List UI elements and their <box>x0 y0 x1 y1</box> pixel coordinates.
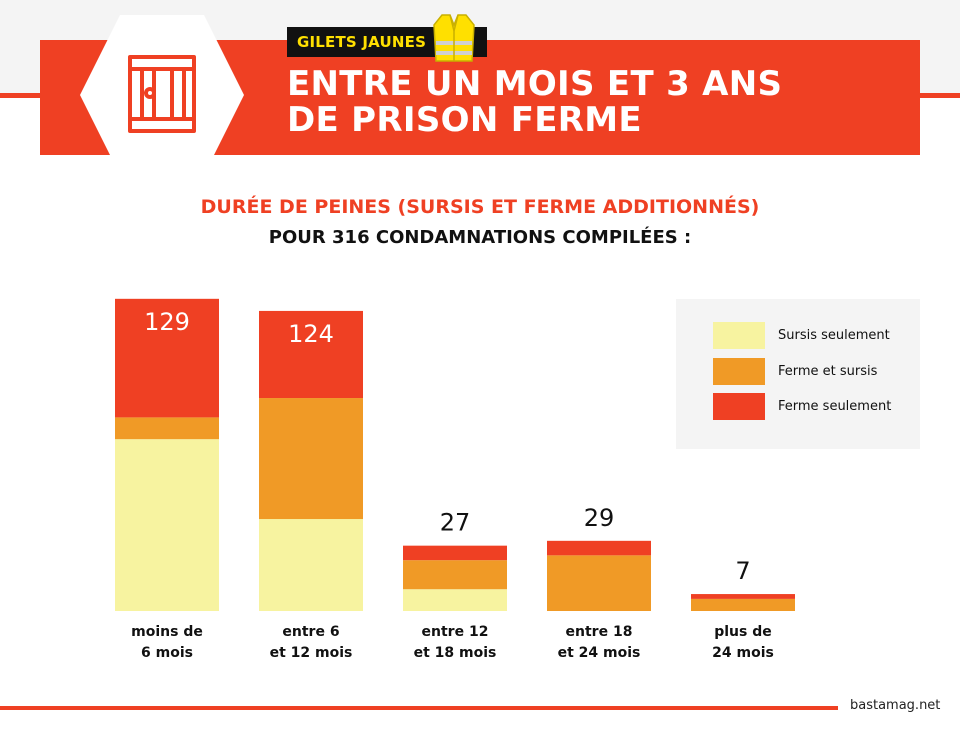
legend-item-ferme: Ferme seulement <box>713 393 891 420</box>
legend-item-sursis: Sursis seulement <box>713 322 890 349</box>
bar-segment-ferme <box>691 594 795 599</box>
source-credit[interactable]: bastamag.net <box>850 698 941 713</box>
yellow-vest-icon <box>433 14 475 62</box>
title-line-2: DE PRISON FERME <box>287 100 642 140</box>
category-label: entre 6 <box>282 624 339 640</box>
category-label: entre 18 <box>566 624 633 640</box>
bar-segment-sursis <box>115 439 219 611</box>
bar-segment-sursis <box>259 519 363 611</box>
legend-swatch-ferme-sursis <box>713 358 765 385</box>
category-label: et 18 mois <box>414 645 497 661</box>
category-label: plus de <box>714 624 772 640</box>
chart-subtitle: DURÉE DE PEINES (SURSIS ET FERME ADDITIO… <box>200 196 760 218</box>
bar-segment-ferme <box>547 540 651 556</box>
bar-segment-ferme-sursis <box>547 555 651 611</box>
legend-label-ferme-sursis: Ferme et sursis <box>778 364 878 379</box>
category-label: et 24 mois <box>558 645 641 661</box>
bar-segment-sursis <box>403 589 507 611</box>
page-title: ENTRE UN MOIS ET 3 ANS DE PRISON FERME <box>287 66 907 138</box>
legend-item-ferme-sursis: Ferme et sursis <box>713 358 877 385</box>
bar-segment-ferme-sursis <box>115 417 219 440</box>
bar-segment-ferme <box>259 310 363 399</box>
bar-segment-ferme <box>403 545 507 561</box>
data-label: 7 <box>735 557 750 585</box>
bar-segment-ferme-sursis <box>403 560 507 590</box>
legend-label-ferme: Ferme seulement <box>778 399 892 414</box>
data-label: 124 <box>288 320 334 348</box>
legend-label-sursis: Sursis seulement <box>778 328 890 343</box>
category-label: moins de <box>131 624 203 640</box>
category-label: 24 mois <box>712 645 774 661</box>
bar-segment-ferme-sursis <box>691 598 795 611</box>
category-label: entre 12 <box>422 624 489 640</box>
chart-subtitle-secondary: POUR 316 CONDAMNATIONS COMPILÉES : <box>268 227 692 248</box>
prison-door-icon <box>80 15 244 175</box>
badge-label: GILETS JAUNES <box>297 33 427 51</box>
bar-segment-ferme-sursis <box>259 398 363 520</box>
footer-rule <box>0 706 838 710</box>
data-label: 129 <box>144 308 190 336</box>
bar-segment-ferme <box>115 298 219 418</box>
data-label: 27 <box>440 509 471 537</box>
data-label: 29 <box>584 504 615 532</box>
legend: Sursis seulement Ferme et sursis Ferme s… <box>676 299 920 449</box>
legend-swatch-sursis <box>713 322 765 349</box>
legend-swatch-ferme <box>713 393 765 420</box>
title-line-1: ENTRE UN MOIS ET 3 ANS <box>287 64 783 104</box>
category-label: 6 mois <box>141 645 193 661</box>
category-label: et 12 mois <box>270 645 353 661</box>
